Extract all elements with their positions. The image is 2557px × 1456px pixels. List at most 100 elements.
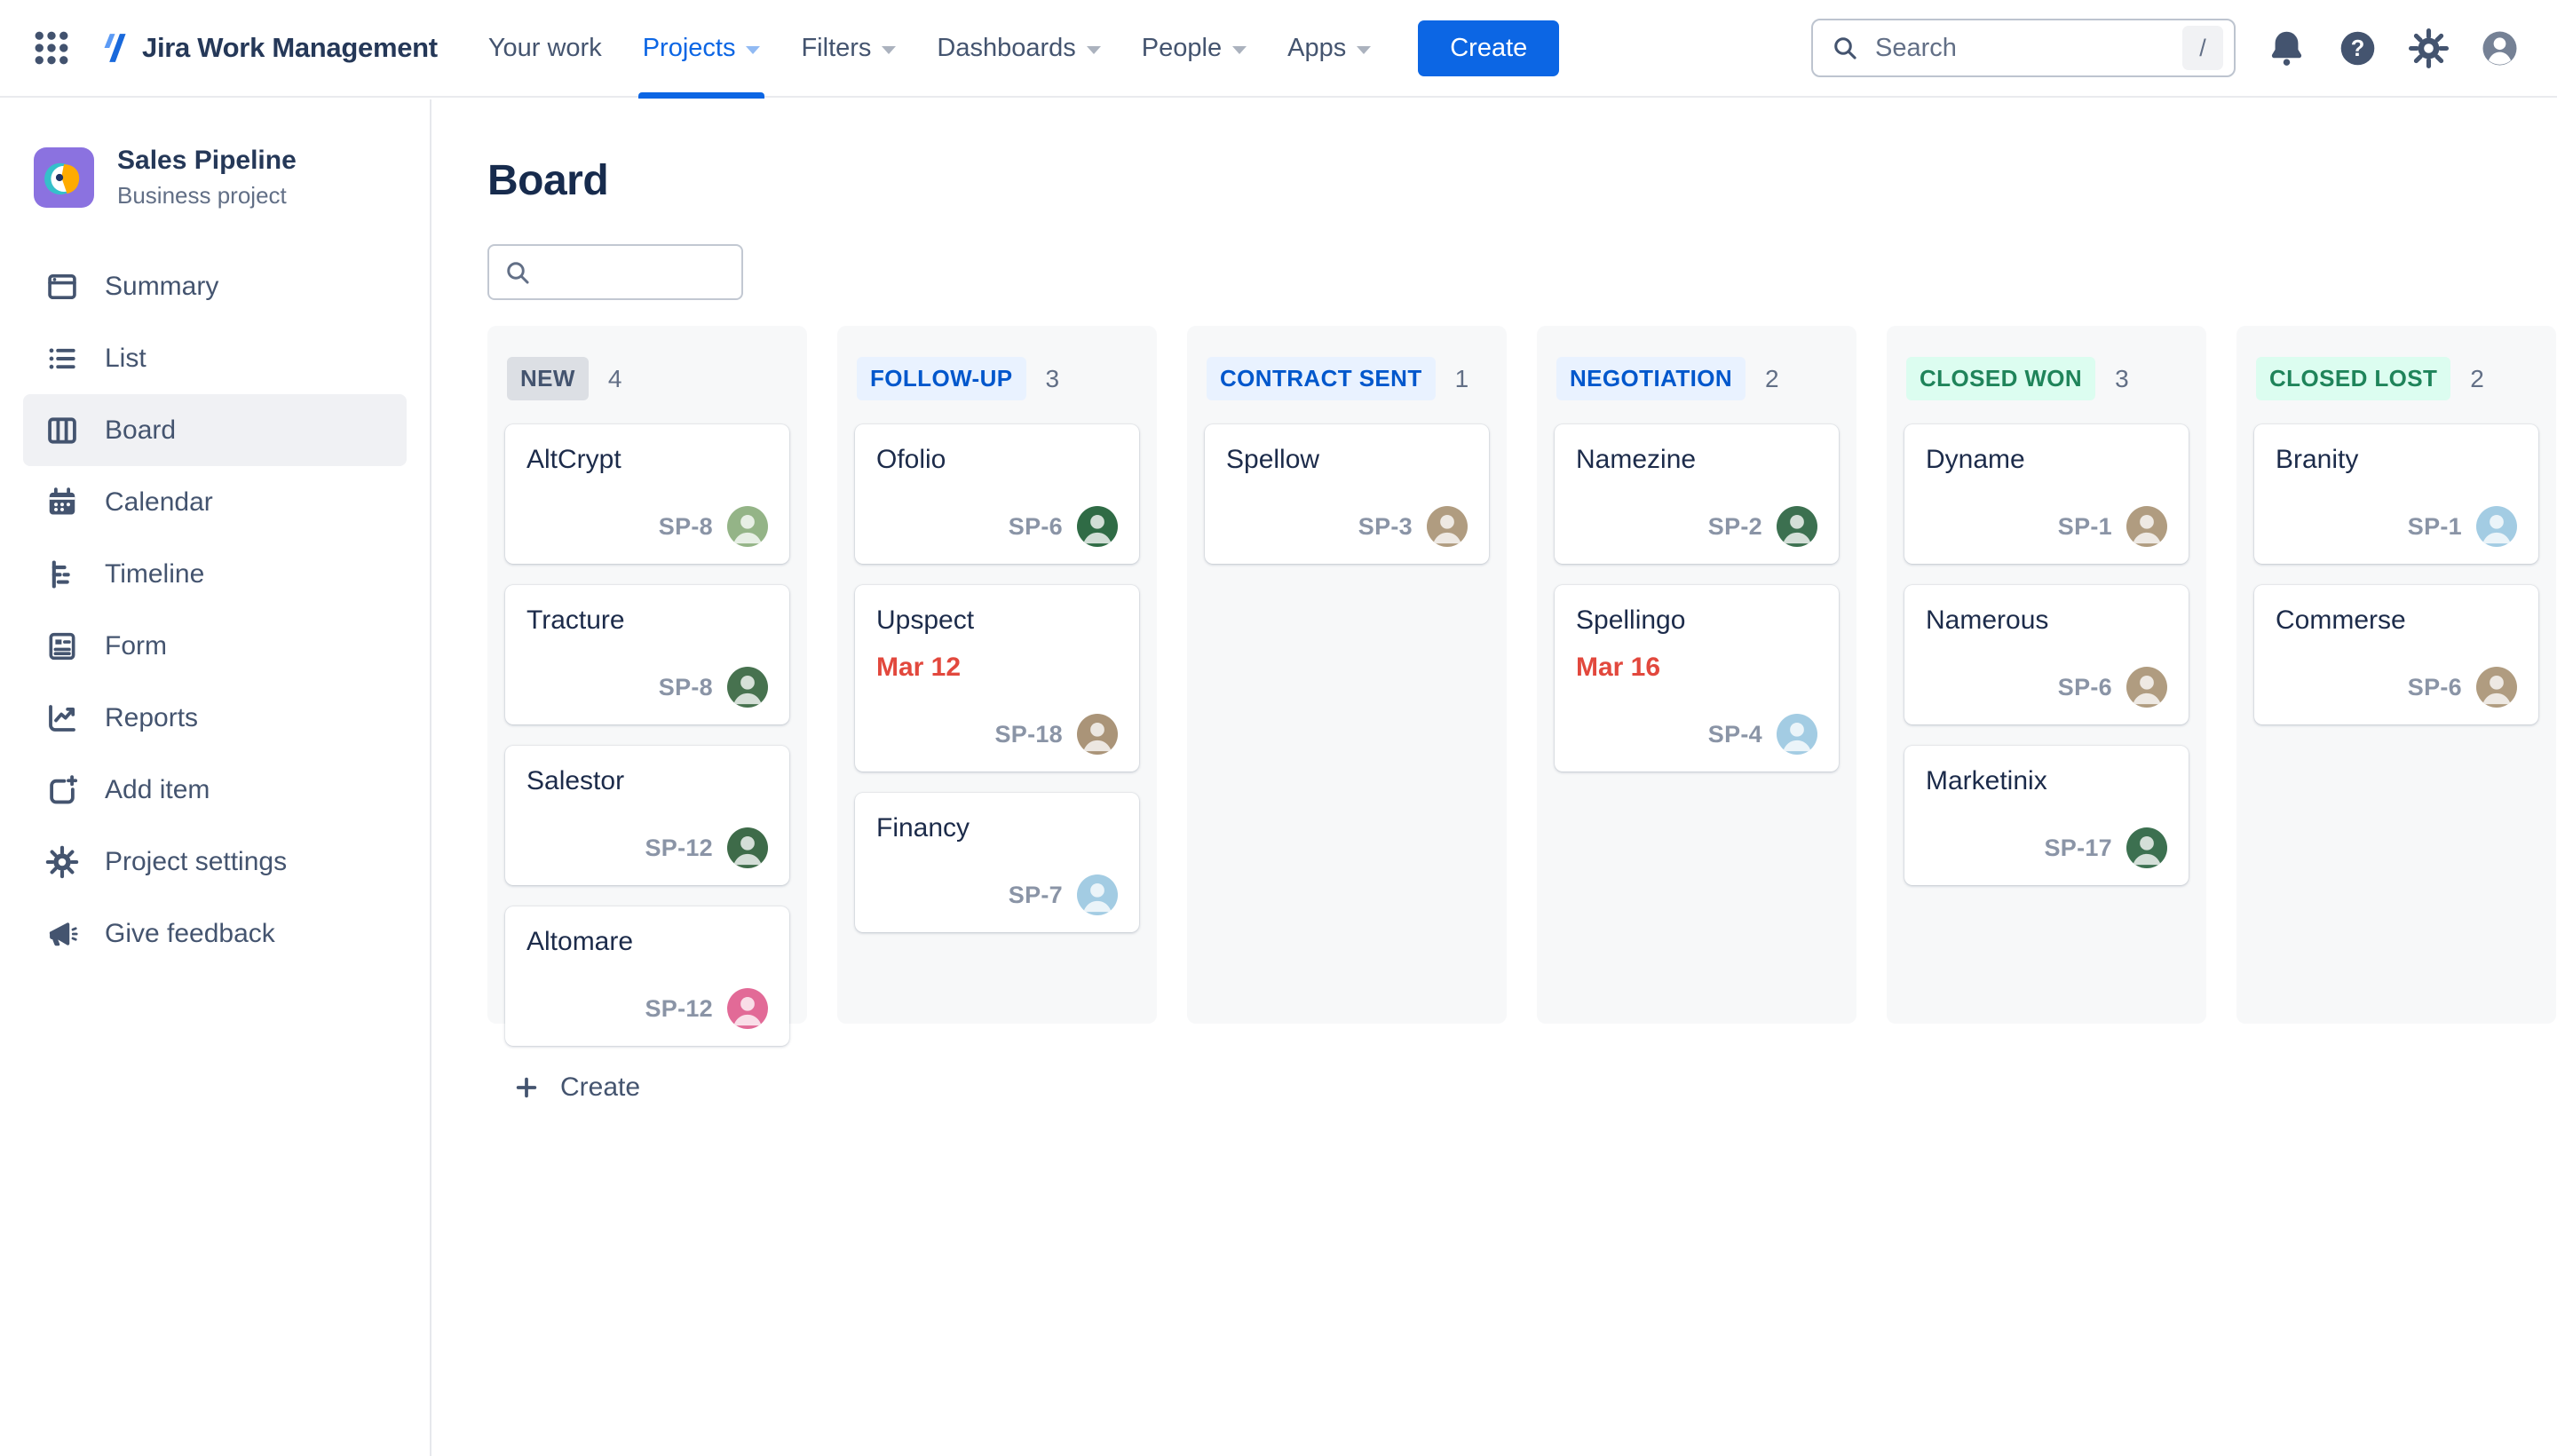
card-key: SP-12 [645, 994, 713, 1022]
top-nav: Jira Work Management Your work Projects Fi… [0, 0, 2557, 99]
sidebar-item-summary[interactable]: Summary [23, 250, 407, 322]
card[interactable]: Altomare SP-12 [505, 906, 789, 1046]
nav-item-filters[interactable]: Filters [780, 0, 916, 97]
nav-item-people[interactable]: People [1121, 0, 1267, 97]
card-title: Commerse [2276, 605, 2406, 635]
card[interactable]: Spellow SP-3 [1205, 424, 1489, 564]
column-status-badge: NEGOTIATION [1556, 357, 1746, 400]
board-search-input[interactable] [542, 257, 727, 288]
sidebar-item-board[interactable]: Board [23, 394, 407, 466]
assignee-avatar[interactable] [2126, 506, 2167, 547]
board-view: Board NEW 4 AltCrypt SP-8 Tracture SP-8 Salest… [433, 99, 2557, 1456]
add-item-icon [44, 772, 80, 808]
column-count: 2 [2470, 364, 2484, 392]
search-input[interactable] [1873, 32, 2168, 64]
app-title: Jira Work Management [142, 32, 438, 63]
card-footer: SP-17 [1926, 827, 2167, 868]
card[interactable]: Marketinix SP-17 [1904, 746, 2189, 885]
card[interactable]: Dyname SP-1 [1904, 424, 2189, 564]
card[interactable]: Ofolio SP-6 [855, 424, 1139, 564]
list-icon [44, 341, 80, 376]
assignee-avatar[interactable] [727, 988, 768, 1029]
nav-item-apps[interactable]: Apps [1267, 0, 1391, 97]
assignee-avatar[interactable] [2476, 667, 2517, 708]
sidebar-item-form[interactable]: Form [23, 610, 407, 682]
assignee-avatar[interactable] [2476, 506, 2517, 547]
app-switcher-icon[interactable] [32, 28, 71, 67]
card[interactable]: Upspect Mar 12 SP-18 [855, 585, 1139, 772]
nav-item-projects[interactable]: Projects [622, 0, 781, 99]
card-title: Altomare [526, 927, 634, 956]
card[interactable]: Financy SP-7 [855, 793, 1139, 932]
column-header: FOLLOW-UP 3 [855, 357, 1139, 400]
assignee-avatar[interactable] [727, 827, 768, 868]
create-button[interactable]: Create [1418, 20, 1560, 76]
card[interactable]: Branity SP-1 [2254, 424, 2538, 564]
card-footer: SP-8 [526, 667, 768, 708]
assignee-avatar[interactable] [727, 506, 768, 547]
help-button[interactable]: ? [2335, 26, 2379, 70]
card[interactable]: Namezine SP-2 [1555, 424, 1839, 564]
sidebar-item-timeline[interactable]: Timeline [23, 538, 407, 610]
sidebar-item-project-settings[interactable]: Project settings [23, 826, 407, 898]
card[interactable]: Namerous SP-6 [1904, 585, 2189, 724]
profile-button[interactable] [2477, 26, 2521, 70]
project-type: Business project [117, 182, 287, 209]
app-logo[interactable]: Jira Work Management [96, 31, 438, 65]
settings-button[interactable] [2406, 26, 2450, 70]
nav-item-label: Projects [642, 33, 736, 62]
sidebar-item-give-feedback[interactable]: Give feedback [23, 898, 407, 969]
nav-item-dashboards[interactable]: Dashboards [916, 0, 1120, 97]
column-create-button[interactable]: Create [505, 1065, 789, 1110]
nav-item-your-work[interactable]: Your work [468, 0, 622, 97]
reports-icon [44, 700, 80, 736]
sidebar-item-list[interactable]: List [23, 322, 407, 394]
card-footer: SP-3 [1226, 506, 1468, 547]
assignee-avatar[interactable] [1077, 506, 1118, 547]
card-footer: SP-4 [1576, 714, 1817, 755]
nav-item-label: Apps [1287, 33, 1347, 62]
card-title: Spellow [1226, 445, 1320, 474]
sidebar-item-add-item[interactable]: Add item [23, 754, 407, 826]
project-name: Sales Pipeline [117, 146, 297, 175]
column-status-badge: NEW [507, 357, 589, 400]
board-column-negotiation: NEGOTIATION 2 Namezine SP-2 Spellingo Mar 16 S… [1537, 326, 1856, 1024]
card[interactable]: Salestor SP-12 [505, 746, 789, 885]
card-due-date: Mar 12 [876, 653, 962, 682]
assignee-avatar[interactable] [1077, 874, 1118, 915]
board-search[interactable] [487, 244, 743, 300]
sidebar-item-calendar[interactable]: Calendar [23, 466, 407, 538]
chevron-down-icon [1232, 45, 1247, 54]
gear-icon [44, 844, 80, 880]
card[interactable]: AltCrypt SP-8 [505, 424, 789, 564]
project-header: Sales Pipeline Business project [0, 146, 430, 210]
megaphone-icon [44, 916, 80, 952]
assignee-avatar[interactable] [1077, 714, 1118, 755]
card-footer: SP-7 [876, 874, 1118, 915]
card-title: Upspect [876, 605, 975, 635]
card-title: Financy [876, 813, 970, 843]
card-footer: SP-1 [2276, 506, 2517, 547]
assignee-avatar[interactable] [727, 667, 768, 708]
column-status-badge: CLOSED WON [1906, 357, 2096, 400]
plus-icon [512, 1073, 541, 1102]
assignee-avatar[interactable] [1427, 506, 1468, 547]
nav-item-label: Filters [801, 33, 872, 62]
notifications-button[interactable] [2264, 26, 2308, 70]
assignee-avatar[interactable] [2126, 667, 2167, 708]
assignee-avatar[interactable] [1777, 506, 1817, 547]
sidebar-item-reports[interactable]: Reports [23, 682, 407, 754]
sidebar-item-label: Timeline [105, 558, 205, 589]
card[interactable]: Tracture SP-8 [505, 585, 789, 724]
card-key: SP-8 [658, 673, 713, 700]
card-title: Marketinix [1926, 766, 2047, 795]
column-count: 4 [607, 364, 622, 392]
assignee-avatar[interactable] [1777, 714, 1817, 755]
card[interactable]: Spellingo Mar 16 SP-4 [1555, 585, 1839, 772]
assignee-avatar[interactable] [2126, 827, 2167, 868]
card[interactable]: Commerse SP-6 [2254, 585, 2538, 724]
card-key: SP-1 [2407, 512, 2462, 540]
header-right: / ? [1811, 19, 2521, 77]
card-key: SP-4 [1707, 720, 1762, 748]
global-search[interactable]: / [1811, 19, 2236, 77]
